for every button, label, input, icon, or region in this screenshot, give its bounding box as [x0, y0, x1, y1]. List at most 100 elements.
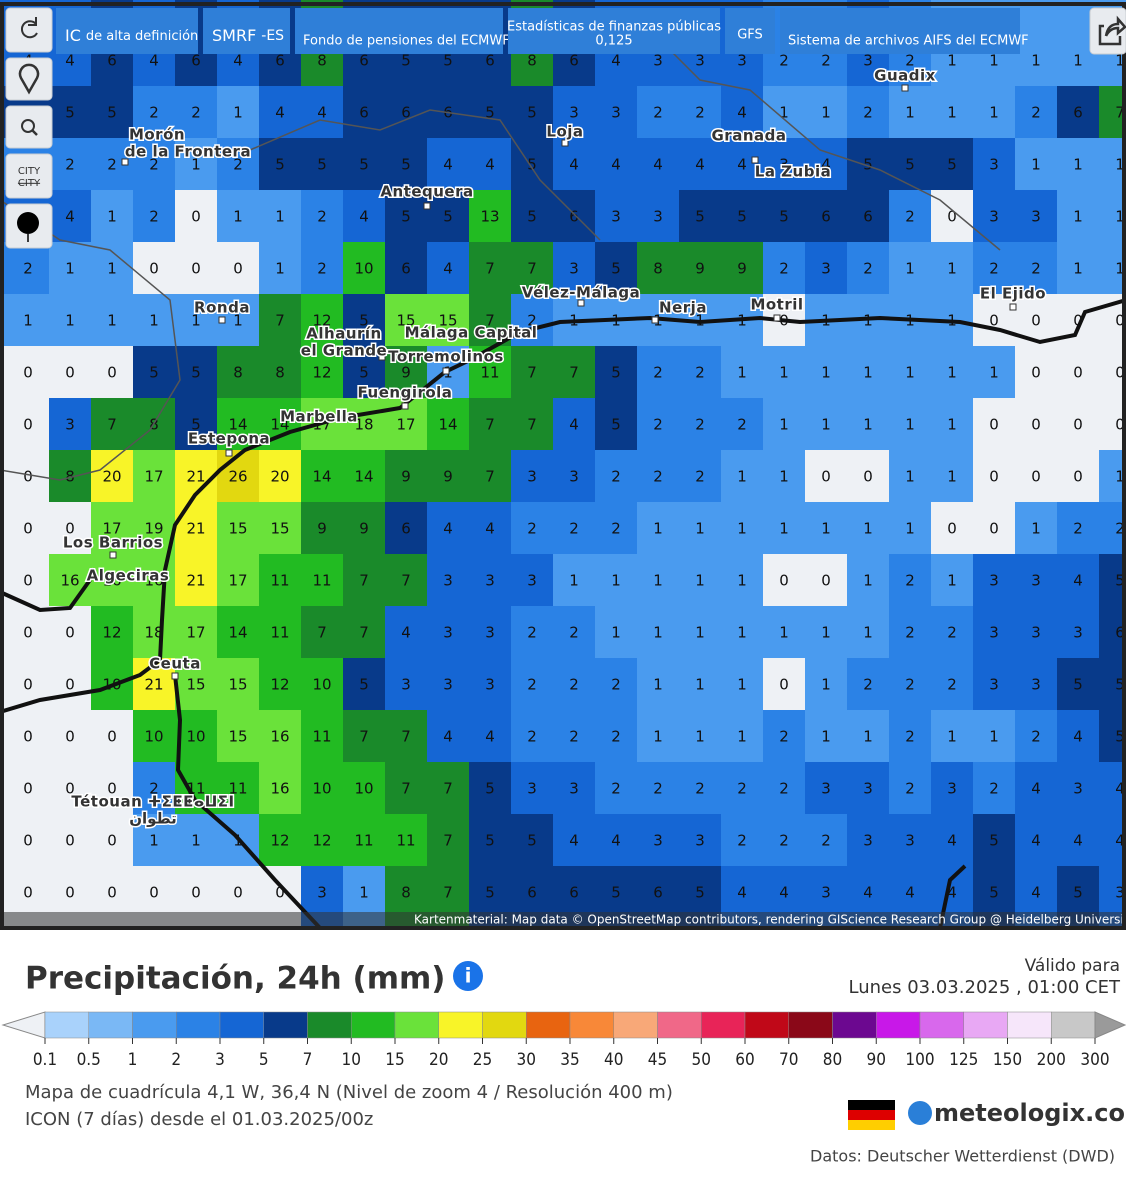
- zoom-icon-handle: [31, 129, 38, 136]
- precip-cell: [553, 606, 595, 658]
- model-button[interactable]: [203, 8, 290, 54]
- precip-value: 2: [989, 780, 999, 798]
- precip-value: 8: [233, 364, 243, 382]
- precip-value: 2: [863, 676, 873, 694]
- model-button-label: GFS: [737, 28, 763, 43]
- precip-cell: [763, 138, 805, 190]
- precip-value: 1: [947, 468, 957, 486]
- precip-value: 2: [611, 780, 621, 798]
- model-button[interactable]: [725, 8, 775, 54]
- precip-value: 5: [359, 312, 369, 330]
- precip-value: 1: [821, 676, 831, 694]
- precip-value: 7: [443, 832, 453, 850]
- precip-cell: [301, 658, 343, 710]
- precip-cell: [805, 762, 847, 814]
- precip-value: 1: [821, 104, 831, 122]
- precip-value: 2: [1115, 520, 1125, 538]
- precip-cell: [553, 658, 595, 710]
- model-button[interactable]: [295, 8, 503, 54]
- precip-cell: [469, 242, 511, 294]
- precip-cell: [91, 450, 133, 502]
- precip-value: 4: [947, 832, 957, 850]
- zoom-button[interactable]: [5, 105, 53, 149]
- precip-cell: [805, 190, 847, 242]
- model-button[interactable]: [56, 8, 198, 54]
- precip-value: 2: [611, 676, 621, 694]
- precip-value: 1: [737, 572, 747, 590]
- model-button[interactable]: [508, 8, 720, 54]
- precip-value: 9: [317, 520, 327, 538]
- info-icon[interactable]: [453, 961, 483, 991]
- precip-cell: [385, 710, 427, 762]
- precip-cell: [301, 554, 343, 606]
- model-button-label: SMRF -ES: [212, 26, 284, 45]
- precip-cell: [931, 398, 973, 450]
- precip-value: 21: [186, 572, 205, 590]
- legend-swatch: [482, 1011, 527, 1039]
- precip-value: 0: [1073, 364, 1083, 382]
- precip-cell: [679, 190, 721, 242]
- precip-cell: [805, 710, 847, 762]
- precip-cell: [1057, 814, 1099, 866]
- zoom-icon: [21, 119, 35, 133]
- precip-cell: [175, 502, 217, 554]
- legend-tick-label: 100: [905, 1050, 934, 1070]
- precip-value: 0: [233, 260, 243, 278]
- precip-value: 5: [317, 156, 327, 174]
- precip-cell: [763, 450, 805, 502]
- refresh-button[interactable]: [5, 7, 53, 53]
- precip-cell: [427, 502, 469, 554]
- precip-cell: [973, 710, 1015, 762]
- precip-value: 1: [23, 312, 33, 330]
- precip-value: 6: [191, 52, 201, 70]
- precip-value: 14: [354, 468, 373, 486]
- precip-cell: [301, 502, 343, 554]
- precip-value: 17: [144, 468, 163, 486]
- legend-tick-label: 3: [215, 1050, 225, 1070]
- precip-value: 0: [1031, 312, 1041, 330]
- city-toggle[interactable]: [5, 153, 53, 199]
- precip-value: 6: [107, 52, 117, 70]
- precip-cell: [175, 346, 217, 398]
- legend-tick-label: 5: [259, 1050, 269, 1070]
- precip-cell: [511, 86, 553, 138]
- place-name: Vélez-Málaga: [522, 284, 640, 302]
- place-dot: [751, 156, 759, 164]
- precip-value: 15: [396, 312, 415, 330]
- data-source: Datos: Deutscher Wetterdienst (DWD): [810, 1147, 1115, 1166]
- location-button[interactable]: [5, 57, 53, 101]
- precip-cell: [721, 138, 763, 190]
- precip-cell: [637, 814, 679, 866]
- precip-cell: [1099, 658, 1126, 710]
- precip-cell: [763, 658, 805, 710]
- precip-value: 1: [359, 884, 369, 902]
- model-button[interactable]: [780, 8, 1020, 54]
- precip-cell: [637, 190, 679, 242]
- precip-cell: [973, 554, 1015, 606]
- precip-value: 0: [65, 832, 75, 850]
- precip-cell: [91, 606, 133, 658]
- precip-value: 4: [1031, 832, 1041, 850]
- precip-value: 3: [653, 832, 663, 850]
- precip-value: 10: [354, 780, 373, 798]
- precip-value: 3: [863, 52, 873, 70]
- precip-cell: [973, 450, 1015, 502]
- precip-value: 2: [695, 364, 705, 382]
- precip-cell: [805, 814, 847, 866]
- precip-cell: [847, 138, 889, 190]
- precip-cell: [931, 502, 973, 554]
- precip-value: 3: [569, 468, 579, 486]
- precip-cell: [931, 658, 973, 710]
- precip-cell: [679, 242, 721, 294]
- precip-cell: [931, 346, 973, 398]
- precip-value: 1: [1115, 156, 1125, 174]
- precip-value: 3: [905, 832, 915, 850]
- precip-value: 0: [1031, 416, 1041, 434]
- precip-value: 2: [611, 520, 621, 538]
- precip-value: 2: [905, 676, 915, 694]
- precip-value: 12: [312, 832, 331, 850]
- precip-value: 1: [863, 364, 873, 382]
- precip-value: 0: [191, 208, 201, 226]
- legend-tick-label: 30: [517, 1050, 536, 1070]
- precip-value: 4: [1073, 832, 1083, 850]
